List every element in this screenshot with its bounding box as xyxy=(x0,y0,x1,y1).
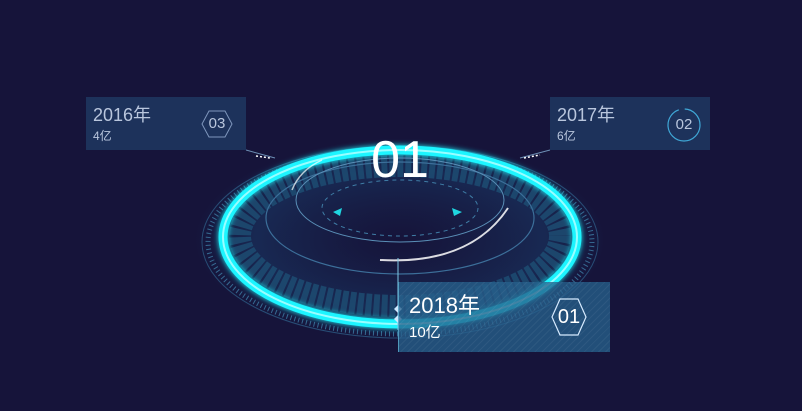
hexagon-icon xyxy=(551,298,587,336)
card-index-badge: 02 xyxy=(666,107,702,143)
card-year: 2017年 xyxy=(557,105,616,125)
card-index-badge: 01 xyxy=(551,298,587,336)
timeline-card-2016[interactable]: 2016年 4亿 03 xyxy=(86,97,246,150)
right-connector xyxy=(519,149,551,159)
left-connector xyxy=(245,149,276,159)
timeline-card-2017[interactable]: 2017年 6亿 02 xyxy=(550,97,710,150)
card-year: 2018年 xyxy=(409,293,480,318)
card-amount: 4亿 xyxy=(93,129,112,143)
hexagon-icon xyxy=(201,110,233,138)
white-arc-right xyxy=(379,207,509,262)
right-arrow-marker xyxy=(452,208,462,216)
card-year: 2016年 xyxy=(93,105,152,125)
card-amount: 6亿 xyxy=(557,129,576,143)
inner-ring-1 xyxy=(265,161,535,275)
inner-ring-2 xyxy=(295,157,505,243)
left-arrow-marker xyxy=(333,208,342,216)
card-amount: 10亿 xyxy=(409,324,441,341)
card-index-badge: 03 xyxy=(201,110,233,138)
center-index-number: 01 xyxy=(371,131,429,189)
card-index-label: 01 xyxy=(557,306,581,328)
white-arc-left xyxy=(291,159,323,191)
timeline-card-2018-active[interactable]: 2018年 10亿 01 xyxy=(398,282,610,352)
card-index-label: 03 xyxy=(208,115,226,132)
circle-icon xyxy=(667,108,701,142)
inner-dashed-ring xyxy=(321,179,479,237)
right-connector-dash xyxy=(523,154,541,159)
outer-tick-ring xyxy=(205,147,595,337)
card-index-label: 02 xyxy=(675,116,693,133)
